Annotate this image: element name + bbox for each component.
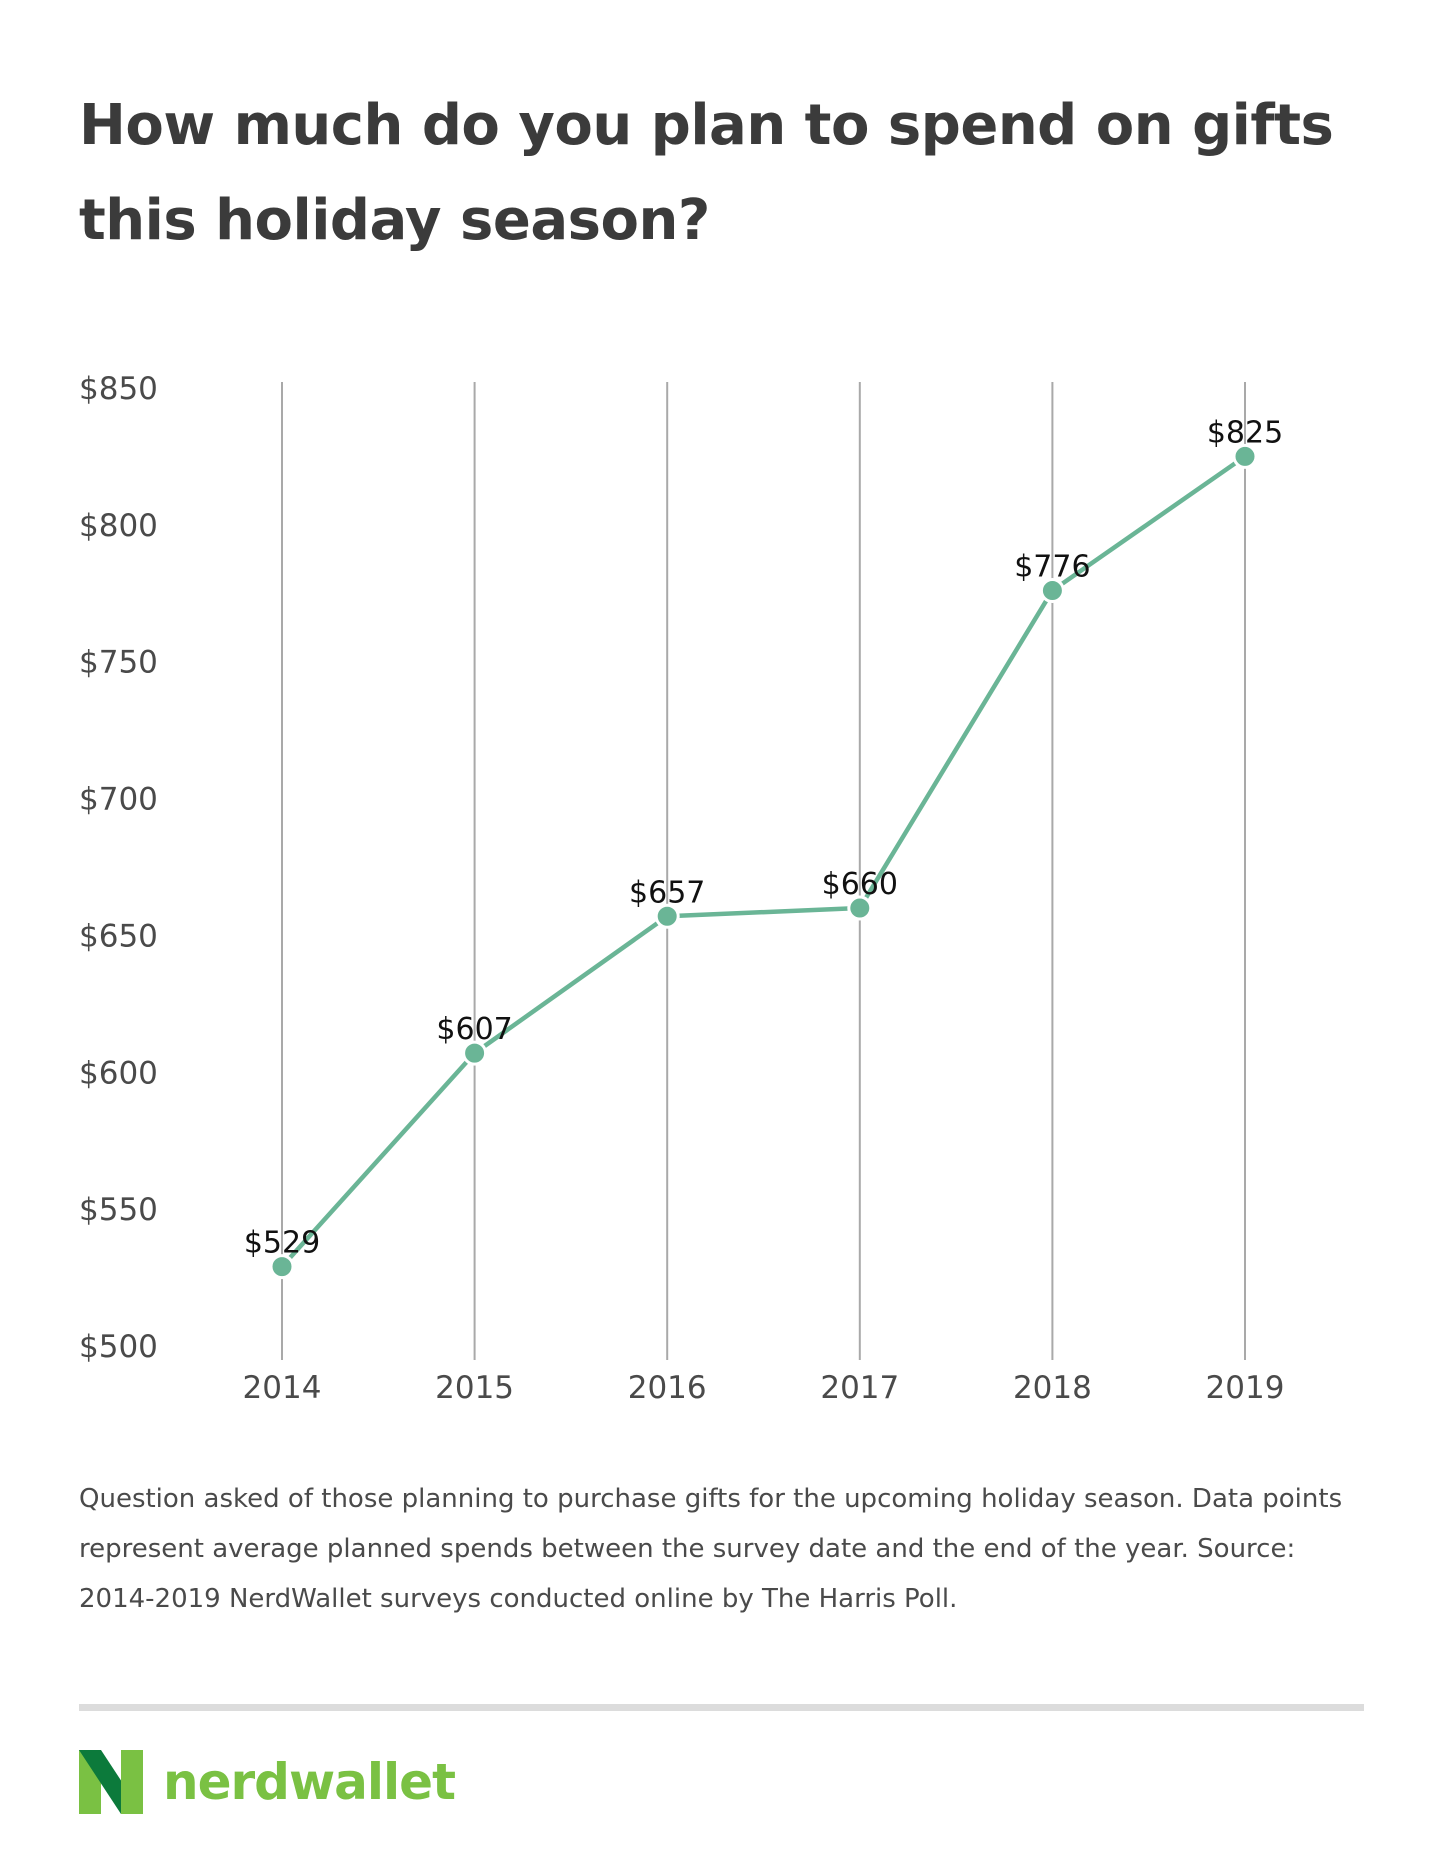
data-label: $529 xyxy=(244,1226,320,1261)
data-label: $660 xyxy=(822,867,898,902)
data-point xyxy=(847,895,873,921)
y-tick-label: $600 xyxy=(79,1055,158,1091)
gridlines xyxy=(281,382,1246,1360)
data-series xyxy=(279,454,1248,1269)
x-tick-label: 2015 xyxy=(435,1370,514,1400)
data-point xyxy=(462,1040,488,1066)
x-tick-label: 2018 xyxy=(1013,1370,1092,1400)
nerdwallet-logo-icon xyxy=(79,1750,143,1814)
series-line xyxy=(279,454,1248,1269)
data-label: $776 xyxy=(1014,550,1090,585)
y-tick-label: $550 xyxy=(79,1192,158,1228)
chart-title: How much do you plan to spend on gifts t… xyxy=(79,93,1334,253)
data-label: $825 xyxy=(1207,415,1283,450)
y-tick-label: $700 xyxy=(79,782,158,818)
data-label: $657 xyxy=(629,875,705,910)
line-chart: $500$550$600$650$700$750$800$850 2014 201… xyxy=(79,371,1285,1400)
y-tick-label: $850 xyxy=(79,371,158,407)
data-labels: $529 $607 $657 $660 $776 $825 xyxy=(244,415,1283,1260)
x-tick-label: 2014 xyxy=(243,1370,322,1400)
y-axis-tick-labels: $500 $550 $600 $650 $700 $750 $800 $850 xyxy=(79,371,158,1365)
x-tick-label: 2017 xyxy=(820,1370,899,1400)
data-points xyxy=(269,443,1258,1280)
data-point xyxy=(269,1254,295,1280)
y-tick-label: $800 xyxy=(79,508,158,544)
data-point xyxy=(1232,443,1258,469)
y-tick-label: $500 xyxy=(79,1329,158,1365)
footer-divider xyxy=(79,1704,1364,1711)
chart-caption: Question asked of those planning to purc… xyxy=(79,1484,1343,1614)
x-axis-tick-labels: 2014 2015 2016 2017 2018 2019 xyxy=(243,1370,1285,1400)
x-tick-label: 2016 xyxy=(628,1370,707,1400)
data-point xyxy=(1039,578,1065,604)
y-tick-label: $750 xyxy=(79,645,158,681)
data-point xyxy=(654,903,680,929)
y-tick-label: $650 xyxy=(79,918,158,954)
data-label: $607 xyxy=(436,1012,512,1047)
brand-logo[interactable]: nerdwallet xyxy=(79,1750,456,1814)
brand-name: nerdwallet xyxy=(163,1753,456,1811)
x-tick-label: 2019 xyxy=(1206,1370,1285,1400)
